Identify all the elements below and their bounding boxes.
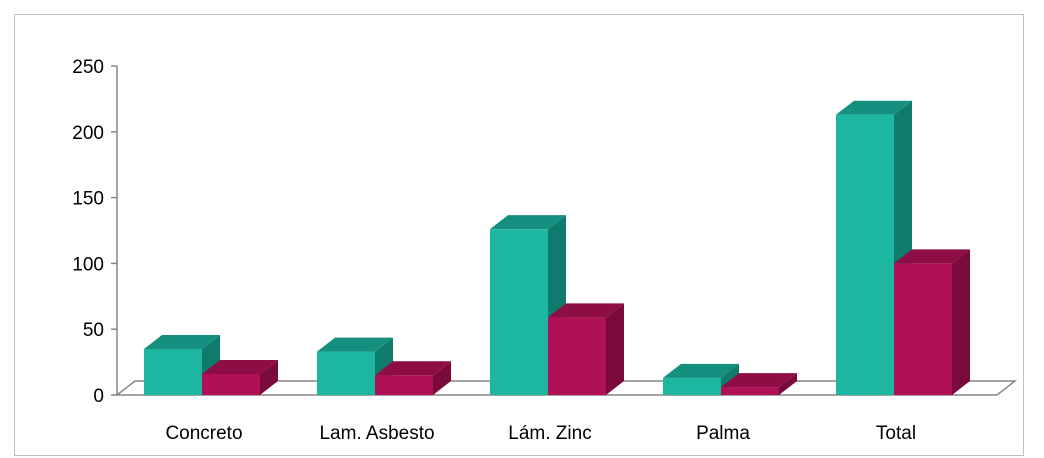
y-tick-label: 150 (72, 189, 104, 210)
x-category-label: Total (876, 423, 916, 444)
bar (894, 249, 970, 395)
bar-top (144, 334, 220, 349)
bar-side (779, 373, 797, 395)
bar-top (490, 215, 566, 230)
bar-side (433, 361, 451, 395)
bar-top (317, 337, 393, 352)
bar-top (894, 249, 970, 264)
bar-front (548, 317, 606, 395)
bar-front (894, 263, 952, 395)
x-category-label: Concreto (165, 423, 242, 444)
bar-top (202, 359, 278, 374)
bar (548, 303, 624, 395)
bar-top (721, 373, 797, 388)
bars (144, 100, 970, 395)
bar-top (375, 361, 451, 376)
bar-side (260, 359, 278, 395)
bar-top (836, 100, 912, 115)
bar (721, 373, 797, 395)
bar-front (375, 375, 433, 395)
bar (375, 361, 451, 395)
y-tick-label: 200 (72, 123, 104, 144)
bar (202, 359, 278, 395)
y-axis: 0 50 100 150 200 250 (72, 57, 118, 407)
bar-top (663, 363, 739, 378)
y-tick-label: 250 (72, 57, 104, 78)
category-labels: Concreto Lam. Asbesto Lám. Zinc Palma Total (165, 423, 916, 444)
y-tick-label: 50 (83, 320, 104, 341)
bar-front (663, 377, 721, 395)
y-tick-label: 0 (93, 386, 104, 407)
x-category-label: Palma (696, 423, 750, 444)
bar-side (952, 249, 970, 395)
bar-front (490, 229, 548, 395)
bar (663, 363, 739, 395)
bar-front (317, 351, 375, 395)
bar-front (836, 114, 894, 395)
bar-side (606, 303, 624, 395)
bar-front (721, 387, 779, 395)
bar-front (202, 373, 260, 395)
y-tick-label: 100 (72, 254, 104, 275)
x-category-label: Lam. Asbesto (319, 423, 434, 444)
bar-top (548, 303, 624, 318)
x-category-label: Lám. Zinc (508, 423, 591, 444)
bar-front (144, 348, 202, 395)
